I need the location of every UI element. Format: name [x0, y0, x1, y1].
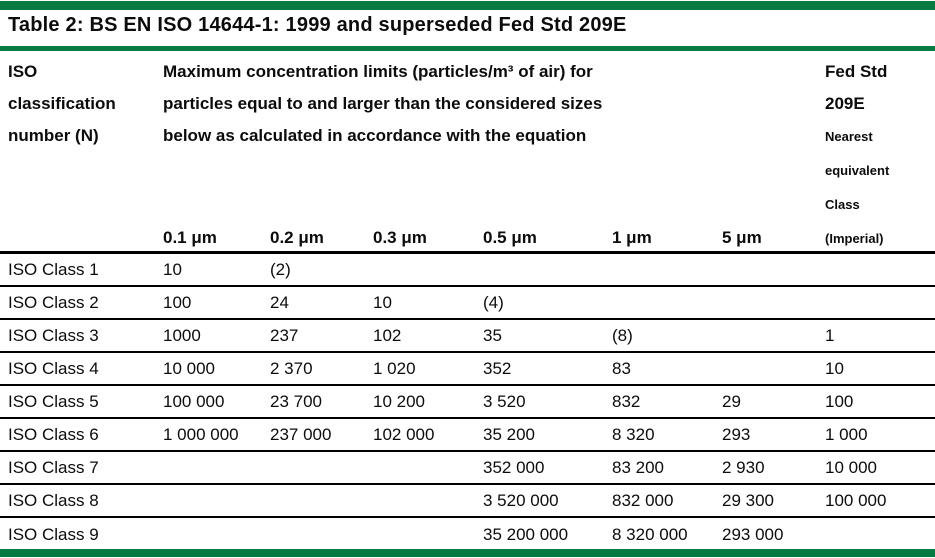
row-label: ISO Class 3 [8, 326, 99, 345]
table-row: ISO Class 8 3 520 000 832 000 29 300 100 000 [0, 485, 935, 518]
concentration-limits-header: Maximum concentration limits (particles/… [163, 56, 813, 152]
value-cell: 293 000 [722, 525, 784, 544]
table-row: ISO Class 1 10 (2) [0, 254, 935, 287]
fed-std-header: Fed Std 209E Nearest equivalent Class (I… [825, 56, 933, 256]
value-cell: 102 [373, 326, 402, 345]
value-cell: 3 520 000 [483, 491, 559, 510]
value-cell: 29 [722, 392, 741, 411]
table-title: Table 2: BS EN ISO 14644-1: 1999 and sup… [8, 14, 627, 36]
table-row: ISO Class 2 100 24 10 (4) [0, 287, 935, 320]
value-cell: 100 [825, 392, 854, 411]
value-cell: (8) [612, 326, 633, 345]
size-column-header: 0.3 μm [373, 228, 427, 247]
size-column-header: 1 μm [612, 228, 652, 247]
value-cell: 100 000 [825, 491, 887, 510]
value-cell: 10 000 [163, 359, 215, 378]
value-cell: 100 [163, 293, 192, 312]
row-label: ISO Class 7 [8, 458, 99, 477]
value-cell: (2) [270, 260, 291, 279]
top-accent-bar [0, 1, 935, 10]
size-column-header: 0.1 μm [163, 228, 217, 247]
value-cell: 10 [373, 293, 392, 312]
value-cell: 3 520 [483, 392, 526, 411]
limits-header-line: Maximum concentration limits (particles/… [163, 62, 593, 81]
value-cell: 23 700 [270, 392, 322, 411]
iso-header-line: ISO [8, 62, 38, 81]
value-cell: (4) [483, 293, 504, 312]
value-cell: 10 [163, 260, 182, 279]
value-cell: 35 [483, 326, 502, 345]
table-row: ISO Class 9 35 200 000 8 320 000 293 000 [0, 518, 935, 551]
row-label: ISO Class 5 [8, 392, 99, 411]
iso-header-line: classification [8, 94, 116, 113]
value-cell: 83 200 [612, 458, 664, 477]
size-column-header: 5 μm [722, 228, 762, 247]
iso-classification-header: ISO classification number (N) [8, 56, 158, 152]
size-column-header: 0.5 μm [483, 228, 537, 247]
fed-std-subline: equivalent [825, 163, 890, 178]
row-label: ISO Class 4 [8, 359, 99, 378]
table-row: ISO Class 6 1 000 000 237 000 102 000 35 200… [0, 419, 935, 452]
value-cell: 83 [612, 359, 631, 378]
fed-std-line: Fed Std [825, 62, 888, 81]
value-cell: 10 200 [373, 392, 425, 411]
value-cell: 1000 [163, 326, 201, 345]
value-cell: 2 370 [270, 359, 313, 378]
row-label: ISO Class 9 [8, 525, 99, 544]
value-cell: 8 320 000 [612, 525, 688, 544]
limits-header-line: below as calculated in accordance with t… [163, 126, 587, 145]
value-cell: 10 000 [825, 458, 877, 477]
value-cell: 2 930 [722, 458, 765, 477]
fed-std-subline: (Imperial) [825, 231, 884, 246]
value-cell: 237 [270, 326, 299, 345]
title-rule [0, 46, 935, 51]
value-cell: 293 [722, 425, 751, 444]
limits-header-line: particles equal to and larger than the c… [163, 94, 603, 113]
value-cell: 100 000 [163, 392, 225, 411]
fed-std-subline: Nearest [825, 129, 873, 144]
row-label: ISO Class 2 [8, 293, 99, 312]
value-cell: 1 [825, 326, 835, 345]
table-body: ISO Class 1 10 (2) ISO Class 2 100 24 10 (4) ISO… [0, 251, 935, 551]
value-cell: 352 000 [483, 458, 545, 477]
iso-header-line: number (N) [8, 126, 99, 145]
value-cell: 10 [825, 359, 844, 378]
value-cell: 832 000 [612, 491, 674, 510]
value-cell: 29 300 [722, 491, 774, 510]
value-cell: 352 [483, 359, 512, 378]
table-row: ISO Class 5 100 000 23 700 10 200 3 520 832 29… [0, 386, 935, 419]
value-cell: 1 000 000 [163, 425, 239, 444]
fed-std-line: 209E [825, 94, 865, 113]
bottom-accent-bar [0, 549, 935, 557]
value-cell: 1 020 [373, 359, 416, 378]
value-cell: 8 320 [612, 425, 655, 444]
value-cell: 237 000 [270, 425, 332, 444]
row-label: ISO Class 8 [8, 491, 99, 510]
table-row: ISO Class 4 10 000 2 370 1 020 352 83 10 [0, 353, 935, 386]
value-cell: 35 200 000 [483, 525, 569, 544]
value-cell: 35 200 [483, 425, 535, 444]
fed-std-subline: Class [825, 197, 860, 212]
table-row: ISO Class 7 352 000 83 200 2 930 10 000 [0, 452, 935, 485]
particle-size-header-row: 0.1 μm 0.2 μm 0.3 μm 0.5 μm 1 μm 5 μm [0, 222, 935, 250]
value-cell: 102 000 [373, 425, 435, 444]
table-row: ISO Class 3 1000 237 102 35 (8) 1 [0, 320, 935, 353]
row-label: ISO Class 1 [8, 260, 99, 279]
value-cell: 1 000 [825, 425, 868, 444]
value-cell: 24 [270, 293, 289, 312]
value-cell: 832 [612, 392, 641, 411]
row-label: ISO Class 6 [8, 425, 99, 444]
size-column-header: 0.2 μm [270, 228, 324, 247]
